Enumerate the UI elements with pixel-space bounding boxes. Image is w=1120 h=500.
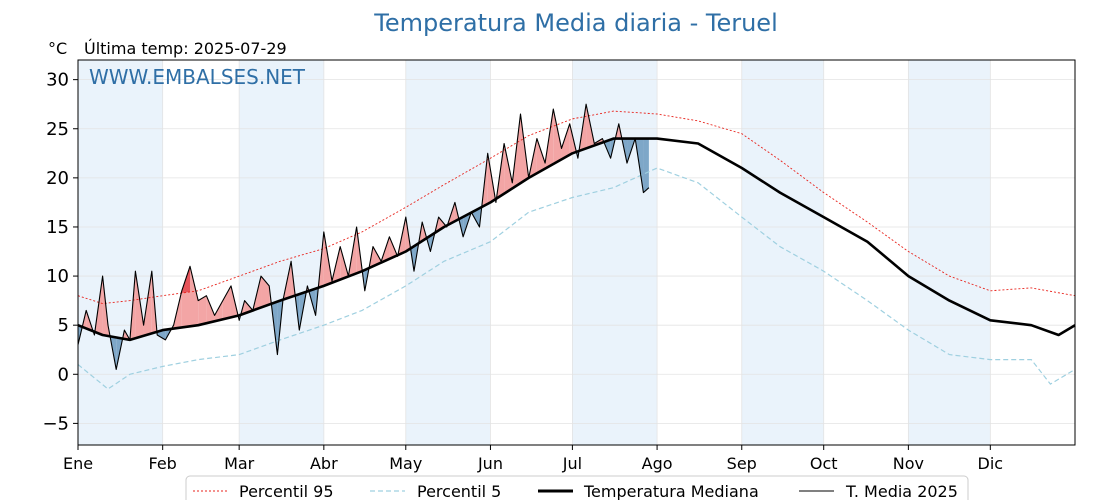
unit-label: °C — [48, 39, 67, 58]
month-band — [78, 60, 163, 445]
x-tick-label: Mar — [224, 454, 255, 473]
x-tick-label: Ene — [63, 454, 93, 473]
above-median-fill — [214, 300, 223, 322]
above-median-fill — [222, 285, 231, 320]
above-median-fill — [561, 123, 570, 160]
percentil-5-line — [77, 167, 1076, 390]
below-median-fill — [471, 208, 480, 227]
month-band — [405, 60, 491, 445]
x-tick-label: May — [389, 454, 422, 473]
media-2025-line — [77, 103, 650, 370]
x-tick-label: Jun — [477, 454, 503, 473]
y-tick-label: 0 — [58, 364, 69, 385]
legend-p95-label: Percentil 95 — [239, 482, 334, 500]
above-median-fill — [536, 138, 546, 174]
x-tick-label: Nov — [893, 454, 924, 473]
month-band — [908, 60, 991, 445]
legend: Percentil 95 Percentil 5 Temperatura Med… — [185, 475, 969, 500]
y-tick-label: 10 — [46, 266, 69, 287]
above-median-fill — [189, 266, 199, 327]
legend-box — [185, 475, 969, 500]
below-median-fill — [643, 138, 649, 193]
y-tick-label: −5 — [42, 413, 69, 434]
y-tick-label: 5 — [58, 315, 69, 336]
y-tick-label: 15 — [46, 217, 69, 238]
legend-current-label: T. Media 2025 — [845, 482, 958, 500]
x-tick-label: Ago — [642, 454, 673, 473]
x-tick-label: Oct — [810, 454, 838, 473]
above-median-fill — [373, 246, 382, 267]
y-tick-label: 30 — [46, 70, 69, 91]
mediana-line — [77, 137, 1076, 342]
legend-median-label: Temperatura Mediana — [583, 482, 759, 500]
x-axis: Ene Feb Mar Abr May Jun Jul Ago Sep Oct Nov Dic — [63, 445, 1003, 473]
y-tick-label: 20 — [46, 168, 69, 189]
y-axis: −5 0 5 10 15 20 25 30 — [42, 70, 78, 434]
y-tick-label: 25 — [46, 119, 69, 140]
plot-frame — [77, 59, 1076, 446]
month-band — [741, 60, 824, 445]
chart-title: Temperatura Media diaria - Teruel — [373, 9, 777, 37]
above-median-fill — [553, 109, 562, 165]
x-tick-label: Dic — [978, 454, 1004, 473]
last-temp-label: Última temp: 2025-07-29 — [84, 39, 287, 58]
x-tick-label: Abr — [310, 454, 338, 473]
legend-p5-label: Percentil 5 — [417, 482, 501, 500]
above-median-fill — [438, 217, 446, 231]
x-tick-label: Sep — [727, 454, 757, 473]
watermark: WWW.EMBALSES.NET — [89, 65, 306, 89]
x-tick-label: Jul — [562, 454, 582, 473]
x-tick-label: Feb — [149, 454, 177, 473]
series-lines — [77, 103, 1076, 390]
above-median-fill — [198, 295, 207, 326]
month-bands — [78, 60, 991, 445]
above-median-fill — [206, 295, 215, 324]
